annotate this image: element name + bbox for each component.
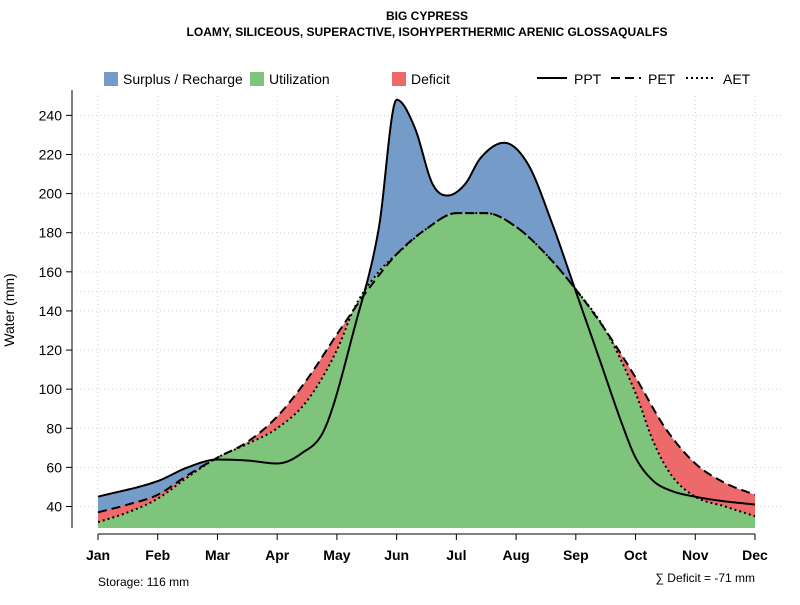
- x-tick-label: Sep: [563, 547, 589, 563]
- y-tick-label: 60: [46, 459, 62, 475]
- y-tick-label: 200: [39, 186, 63, 202]
- y-tick-label: 140: [39, 303, 63, 319]
- ppt-legend-label: PPT: [574, 71, 602, 87]
- x-tick-label: May: [323, 547, 350, 563]
- x-tick-label: Nov: [682, 547, 709, 563]
- legend: Surplus / Recharge Utilization Deficit PPT P…: [104, 71, 751, 87]
- y-axis: 40 60 80 100 120 140 160 180 200 220 240: [39, 107, 72, 514]
- x-axis: Jan Feb Mar Apr May Jun Jul Aug Sep Oct Nov Dec: [86, 533, 768, 563]
- utilization-legend-swatch: [250, 72, 264, 86]
- deficit-legend-label: Deficit: [411, 71, 450, 87]
- utilization-legend-label: Utilization: [269, 71, 330, 87]
- pet-line: [97, 212, 756, 514]
- storage-label: Storage: 116 mm: [98, 575, 189, 589]
- y-tick-label: 180: [39, 225, 63, 241]
- y-tick-label: 40: [46, 498, 62, 514]
- areas: [98, 99, 755, 528]
- x-tick-label: Dec: [742, 547, 768, 563]
- surplus-legend-label: Surplus / Recharge: [123, 71, 243, 87]
- lines: [97, 98, 756, 524]
- x-tick-label: Oct: [624, 547, 648, 563]
- x-tick-label: Feb: [145, 547, 170, 563]
- aet-legend-label: AET: [723, 71, 751, 87]
- y-tick-label: 100: [39, 381, 63, 397]
- x-tick-label: Jun: [384, 547, 409, 563]
- aet-line: [97, 212, 756, 524]
- plot-area: [97, 98, 756, 528]
- x-tick-label: Apr: [265, 547, 290, 563]
- ppt-line: [97, 98, 756, 506]
- y-tick-label: 240: [39, 107, 63, 123]
- x-tick-label: Mar: [205, 547, 230, 563]
- deficit-sum-label: ∑ Deficit = -71 mm: [655, 571, 755, 585]
- surplus-legend-swatch: [104, 72, 118, 86]
- chart-title: BIG CYPRESS: [386, 9, 468, 23]
- y-axis-label: Water (mm): [1, 273, 17, 346]
- y-tick-label: 220: [39, 146, 63, 162]
- chart-subtitle: LOAMY, SILICEOUS, SUPERACTIVE, ISOHYPERT…: [187, 25, 668, 39]
- utilization-area: [98, 213, 755, 528]
- deficit-legend-swatch: [392, 72, 406, 86]
- x-tick-label: Aug: [502, 547, 529, 563]
- pet-legend-label: PET: [648, 71, 676, 87]
- y-tick-label: 80: [46, 420, 62, 436]
- y-tick-label: 160: [39, 264, 63, 280]
- x-tick-label: Jul: [446, 547, 466, 563]
- y-tick-label: 120: [39, 342, 63, 358]
- x-tick-label: Jan: [86, 547, 110, 563]
